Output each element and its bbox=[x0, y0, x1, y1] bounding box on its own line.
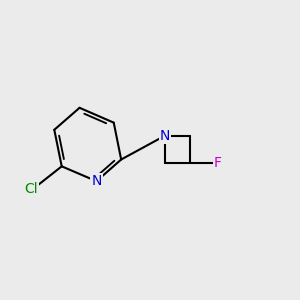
Text: N: N bbox=[91, 174, 102, 188]
Text: N: N bbox=[160, 129, 170, 143]
Text: Cl: Cl bbox=[24, 182, 38, 196]
Text: F: F bbox=[214, 156, 222, 170]
